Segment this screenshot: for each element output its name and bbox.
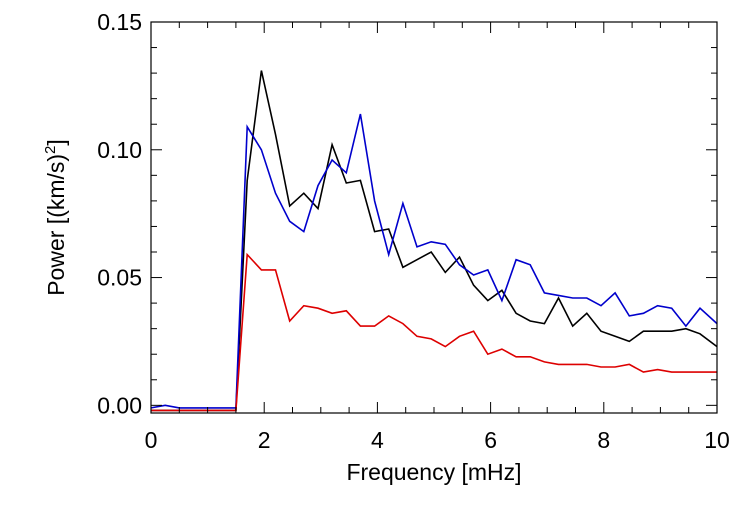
y-axis-title-superscript: 2 <box>42 146 59 154</box>
x-axis-title: Frequency [mHz] <box>346 459 521 485</box>
tick-labels: 0 2 4 6 8 10 0.00 0.05 0.10 0.15 <box>97 9 730 453</box>
y-tick-label: 0.05 <box>97 265 142 291</box>
x-tick-label: 10 <box>704 427 730 453</box>
x-tick-label: 4 <box>371 427 384 453</box>
series-line-2 <box>150 113 718 409</box>
series-lines <box>150 70 718 412</box>
axis-ticks <box>150 21 718 413</box>
x-tick-label: 8 <box>597 427 610 453</box>
y-tick-label: 0.00 <box>97 392 142 418</box>
series-line-1 <box>151 70 718 412</box>
plot-frame <box>150 21 718 414</box>
y-tick-label: 0.15 <box>97 9 142 35</box>
y-axis-title-end: ] <box>43 139 69 145</box>
y-axis-title: Power [(km/s)2] <box>42 139 69 296</box>
y-tick-label: 0.10 <box>97 137 142 163</box>
series-line-3 <box>151 252 717 412</box>
x-tick-label: 6 <box>484 427 497 453</box>
x-tick-label: 2 <box>258 427 271 453</box>
x-tick-label: 0 <box>145 427 158 453</box>
y-axis-title-main: Power [(km/s) <box>43 154 69 296</box>
